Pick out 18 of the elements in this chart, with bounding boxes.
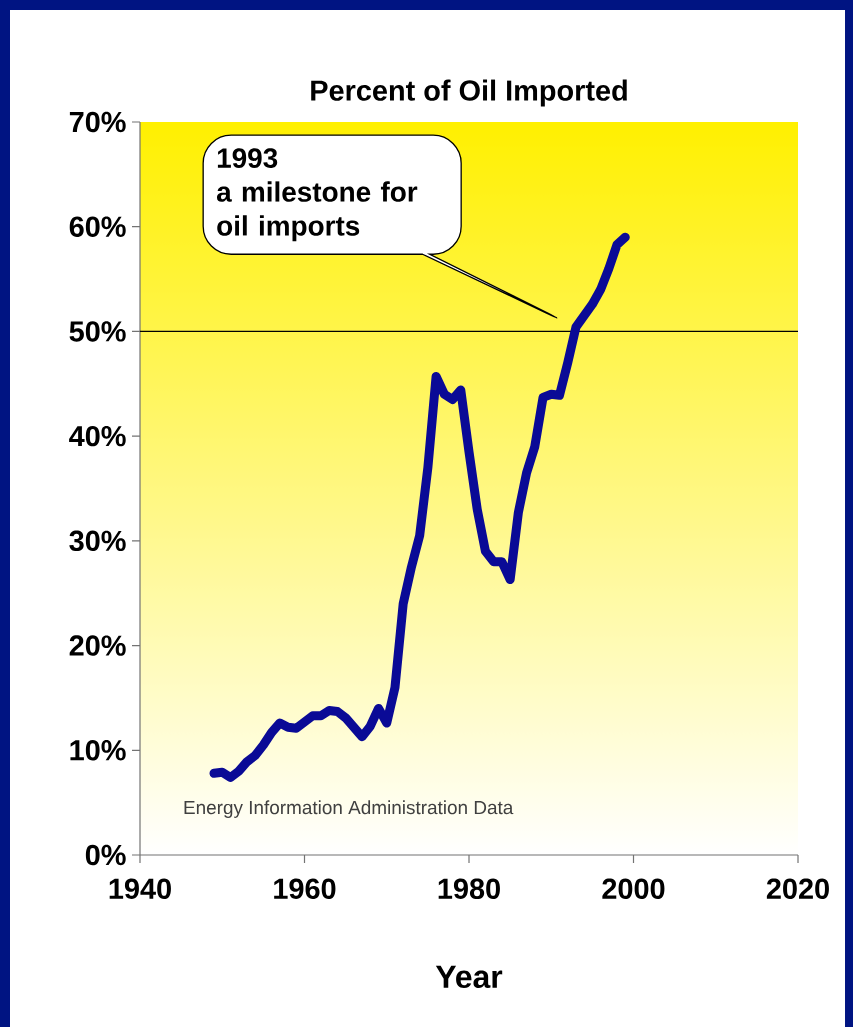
x-axis-title: Year <box>435 965 503 989</box>
y-tick-label: 10% <box>70 740 126 761</box>
y-tick-label: 0% <box>85 844 126 866</box>
y-tick-label: 30% <box>69 530 126 552</box>
x-tick-label: 2000 <box>602 878 665 899</box>
y-tick-label: 40% <box>69 425 126 447</box>
x-tick-label: 2020 <box>766 878 829 899</box>
annotation: Energy Information Administration Data <box>184 800 514 818</box>
x-tick-label: 1960 <box>274 878 336 899</box>
y-tick-label: 20% <box>69 635 126 656</box>
y-tick-label: 70% <box>69 111 126 133</box>
annotation: 1993 <box>217 148 278 168</box>
x-tick-label: 1980 <box>438 878 500 899</box>
chart-title: Percent of Oil Imported <box>311 79 627 107</box>
y-tick-label: 60% <box>69 216 126 237</box>
x-tick-label: 1940 <box>109 878 171 899</box>
annotation: a milestone for oil imports <box>216 181 418 242</box>
y-tick-label: 50% <box>69 321 126 342</box>
